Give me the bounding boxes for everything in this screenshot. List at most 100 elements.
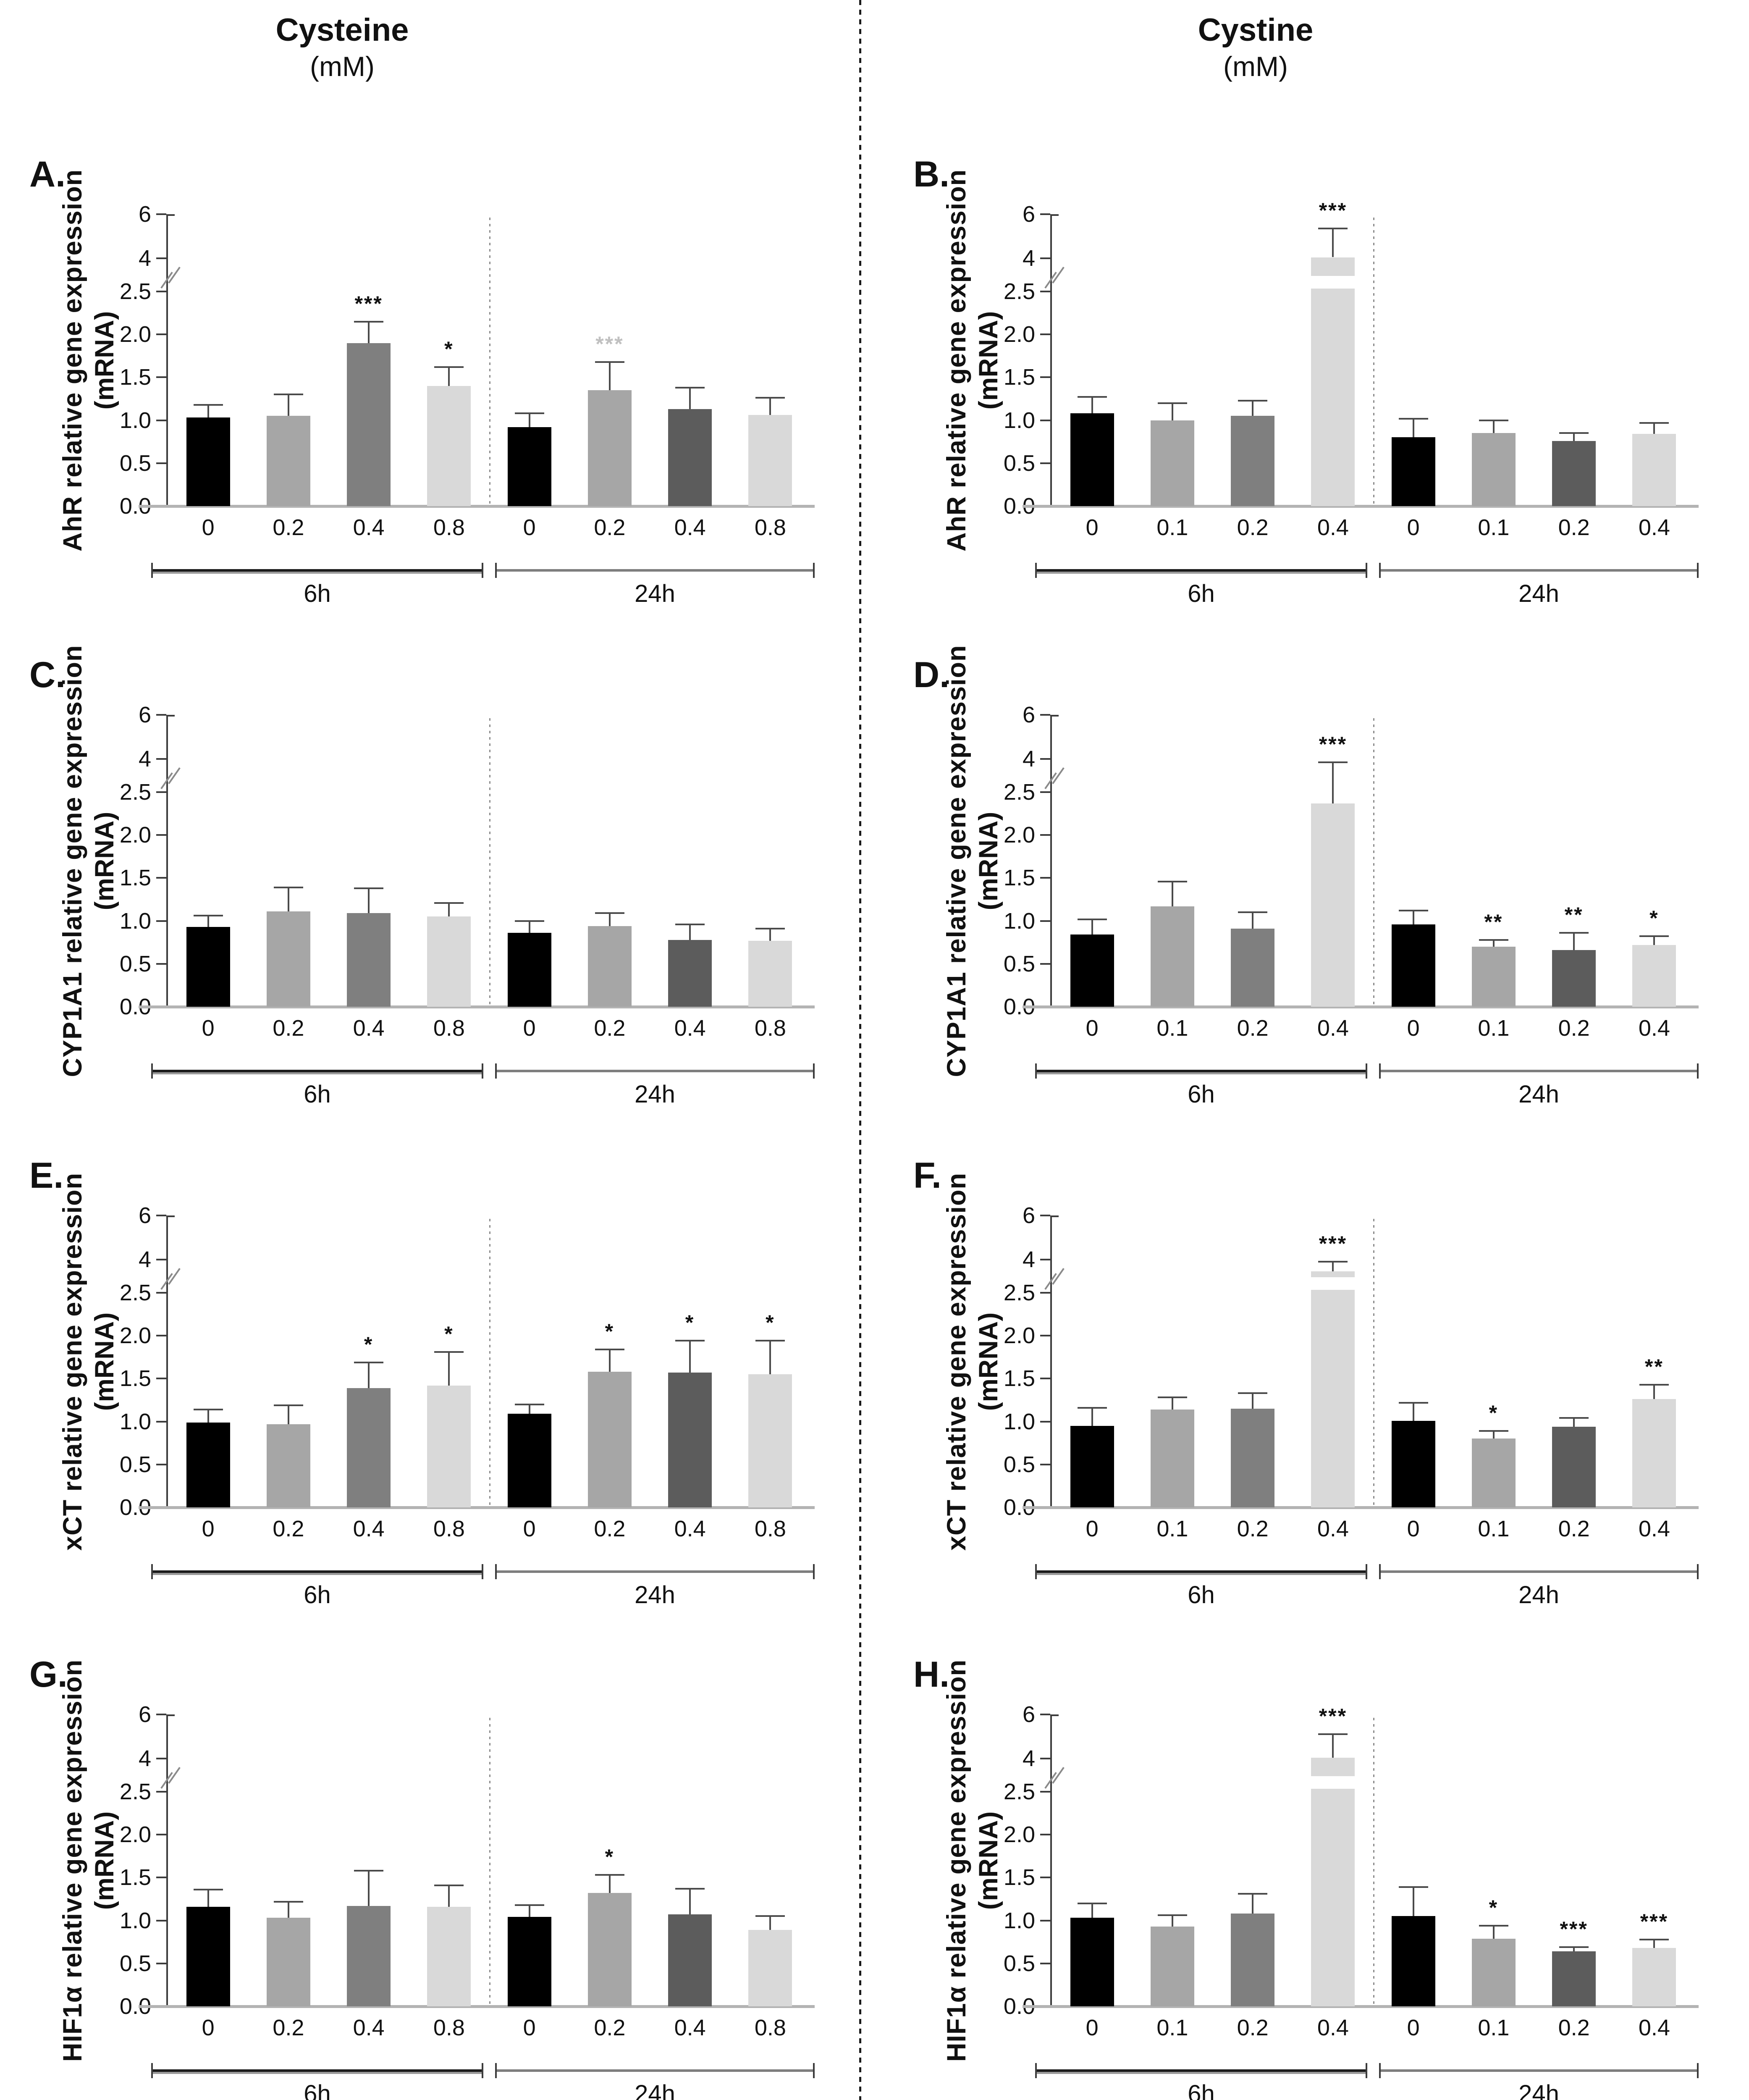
y-axis-tick-label: 1.5 — [119, 865, 151, 891]
error-bar-stem — [1252, 400, 1254, 416]
error-bar-stem — [528, 1404, 530, 1414]
error-bar-stem — [287, 1901, 289, 1918]
y-axis-tick — [156, 1259, 166, 1261]
significance-marker: ** — [1644, 1354, 1664, 1378]
error-bar-cap — [675, 923, 705, 925]
time-bracket-end-tick — [1366, 2063, 1367, 2078]
y-axis-tick-label: 2.5 — [1003, 279, 1035, 304]
time-bracket-end-tick — [1379, 563, 1381, 578]
group-separator-dotted-line — [489, 1219, 490, 1507]
bar — [587, 1893, 632, 2006]
error-bar-stem — [689, 1341, 691, 1373]
error-bar-stem — [1573, 1947, 1575, 1952]
time-bracket-end-tick — [1379, 1063, 1381, 1079]
bar — [748, 940, 792, 1007]
time-bracket — [495, 569, 815, 572]
error-bar-stem — [448, 1885, 450, 1907]
time-group-label: 24h — [1518, 2080, 1559, 2100]
time-bracket-end-tick — [151, 563, 153, 578]
error-bar-cap — [514, 920, 544, 922]
bar — [1471, 1938, 1516, 2006]
time-bracket-end-tick — [1035, 1063, 1037, 1079]
error-bar-stem — [1091, 1903, 1093, 1918]
time-bracket — [1379, 1070, 1699, 1072]
y-axis-top-cap — [1050, 715, 1059, 717]
significance-marker: * — [605, 1845, 615, 1869]
error-bar-cap — [595, 912, 624, 914]
group-separator-dotted-line — [1373, 1219, 1374, 1507]
y-axis-label-unit: (mRNA) — [974, 1811, 1003, 1910]
error-bar-stem — [528, 1905, 530, 1917]
significance-marker: *** — [1319, 732, 1348, 756]
time-group-label: 6h — [304, 2080, 331, 2100]
y-axis-tick — [156, 1292, 166, 1294]
error-bar-cap — [1639, 1938, 1669, 1940]
y-axis-tick-label: 1.0 — [119, 1908, 151, 1933]
y-axis-tick-label: 2.5 — [119, 1280, 151, 1305]
error-bar-stem — [1252, 1894, 1254, 1914]
time-bracket-end-tick — [482, 2063, 483, 2078]
bar — [1552, 441, 1596, 506]
y-axis-tick — [1040, 1335, 1050, 1337]
error-bar-cap — [514, 1904, 544, 1906]
bar — [668, 1914, 712, 2006]
y-axis-label-text: CYP1A1 relative gene expression — [942, 645, 971, 1077]
bar — [266, 911, 310, 1007]
y-axis-tick — [1040, 1259, 1050, 1261]
x-tick-label: 0.4 — [1638, 1516, 1670, 1541]
error-bar-cap — [354, 887, 384, 889]
y-axis-tick-label: 0.5 — [1003, 1452, 1035, 1477]
error-bar-stem — [287, 1405, 289, 1424]
x-tick-label: 0.4 — [353, 515, 385, 540]
error-bar-stem — [1171, 881, 1173, 906]
time-group-label: 24h — [635, 580, 675, 607]
x-tick-label: 0.4 — [353, 2015, 385, 2040]
bar — [1632, 434, 1676, 506]
bar — [507, 427, 551, 506]
significance-marker: * — [605, 1319, 615, 1343]
bar — [1311, 289, 1355, 506]
y-axis-tick-label: 0.5 — [1003, 1950, 1035, 1976]
error-bar-stem — [769, 398, 771, 415]
error-bar-cap — [1318, 228, 1348, 230]
y-axis-label-text: xCT relative gene expression — [58, 1172, 87, 1551]
bar — [347, 913, 391, 1007]
significance-marker: * — [685, 1311, 695, 1335]
error-bar-stem — [287, 394, 289, 416]
time-bracket — [151, 2069, 483, 2072]
bar — [1552, 950, 1596, 1007]
bar — [748, 1374, 792, 1507]
bar — [1632, 1948, 1676, 2006]
y-axis-tick-label: 4 — [1022, 246, 1035, 271]
y-axis-tick-label: 1.0 — [119, 407, 151, 433]
time-bracket-end-tick — [1379, 2063, 1381, 2078]
x-tick-label: 0.4 — [674, 2015, 706, 2040]
x-tick-label: 0.8 — [754, 2015, 786, 2040]
y-axis-tick-label: 1.0 — [119, 908, 151, 934]
x-axis-line — [1023, 505, 1699, 508]
error-bar-cap — [1157, 1914, 1187, 1916]
x-tick-label: 0.2 — [594, 1516, 626, 1541]
error-bar-stem — [528, 921, 530, 933]
x-axis-line — [139, 2005, 815, 2008]
y-axis-tick — [156, 1962, 166, 1964]
group-separator-dotted-line — [489, 218, 490, 506]
error-bar-cap — [755, 1340, 785, 1342]
bar — [1311, 1789, 1355, 2006]
y-axis-tick — [156, 920, 166, 922]
x-tick-label: 0.1 — [1478, 2015, 1510, 2040]
bar — [1552, 1951, 1596, 2006]
x-axis-line — [139, 1005, 815, 1008]
y-axis-tick-label: 4 — [1022, 746, 1035, 772]
x-tick-label: 0.2 — [273, 515, 304, 540]
time-bracket-end-tick — [1697, 1564, 1699, 1579]
x-tick-label: 0 — [1407, 1016, 1420, 1041]
time-bracket — [495, 2069, 815, 2072]
x-tick-label: 0.4 — [1638, 1016, 1670, 1041]
error-bar-cap — [354, 1361, 384, 1363]
time-bracket — [1035, 1570, 1367, 1573]
error-bar-cap — [273, 1900, 303, 1903]
y-axis-label: xCT relative gene expression (mRNA) — [57, 1118, 128, 1605]
error-bar-stem — [1171, 1397, 1173, 1410]
x-tick-label: 0.8 — [433, 1516, 465, 1541]
